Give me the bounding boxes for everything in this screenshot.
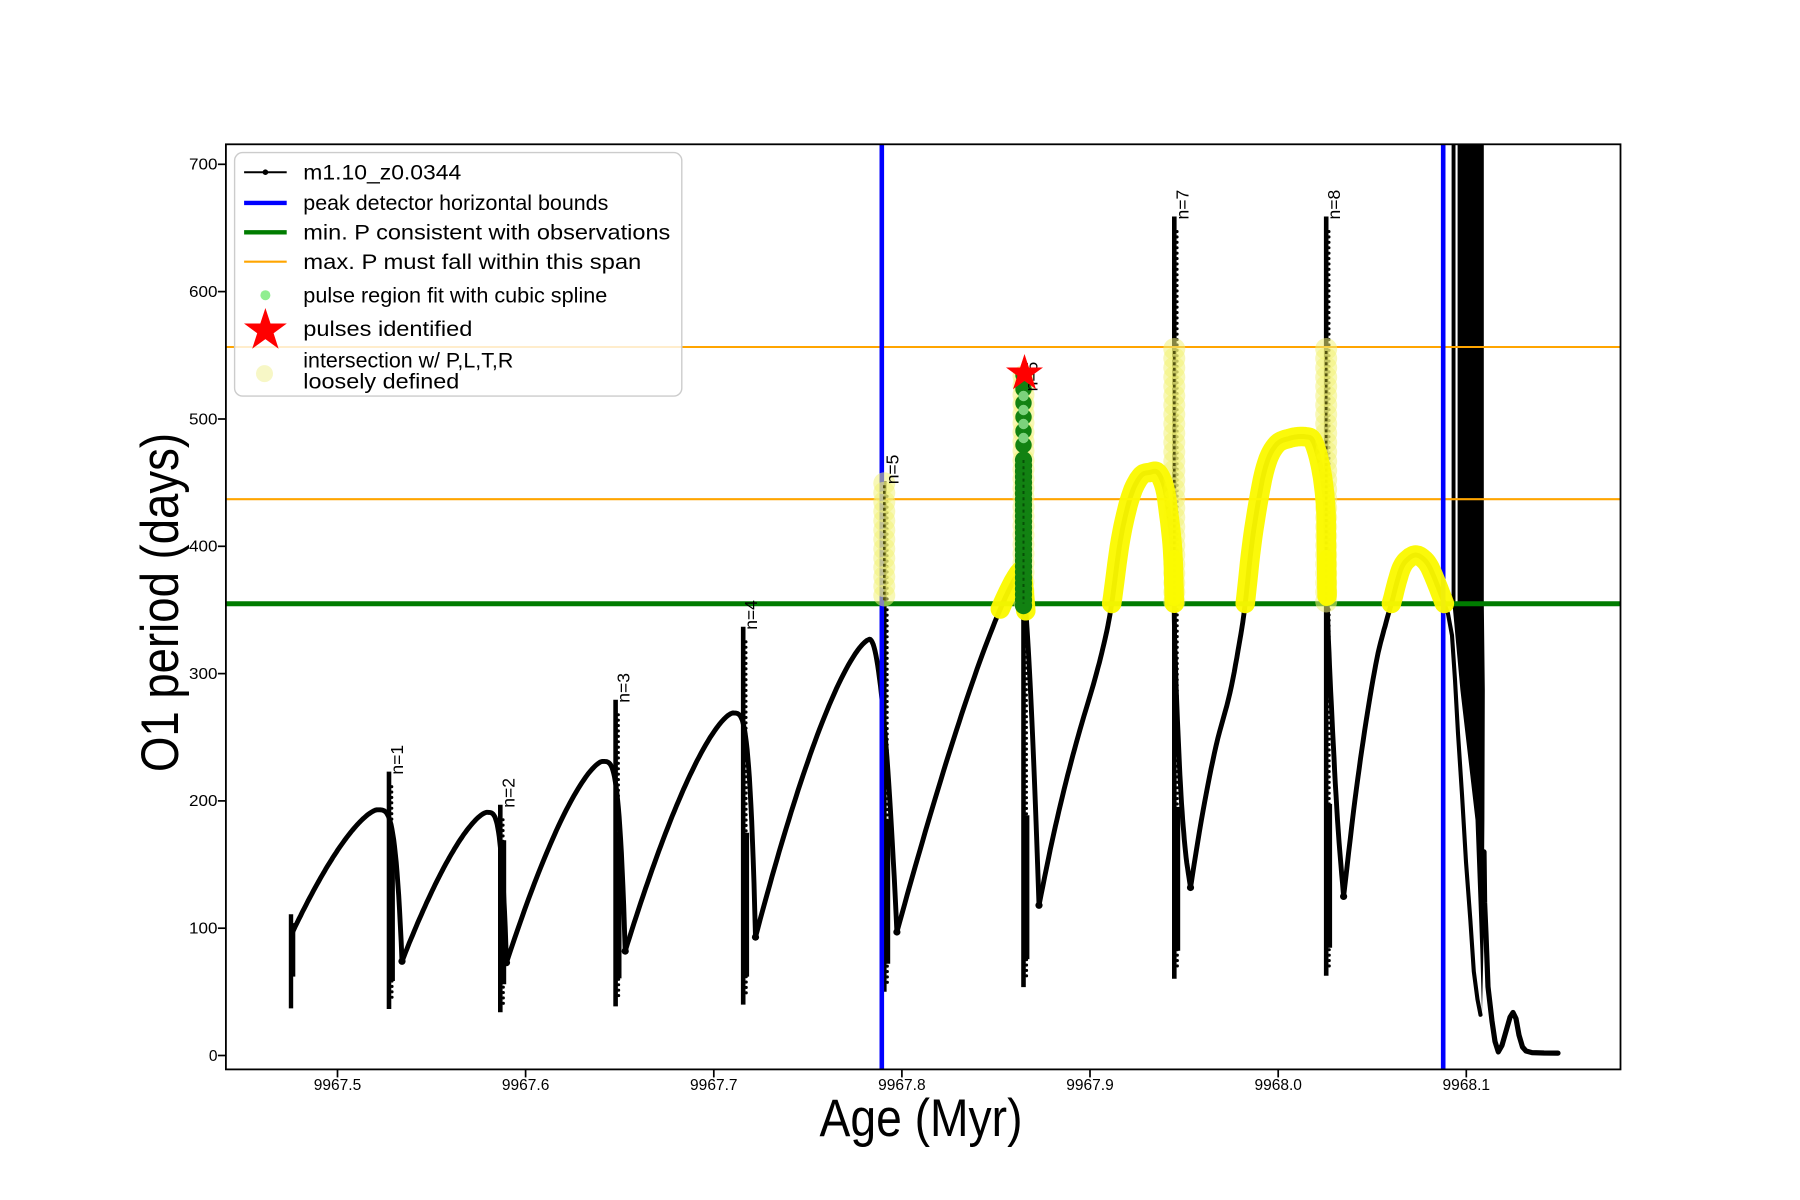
svg-text:9968.0: 9968.0 [1254,1077,1302,1094]
svg-text:400: 400 [189,539,218,556]
svg-text:600: 600 [189,284,218,301]
svg-text:intersection w/ P,L,T,R: intersection w/ P,L,T,R [303,348,513,372]
svg-text:n=5: n=5 [882,455,902,485]
svg-text:max. P must fall within this s: max. P must fall within this span [303,250,641,274]
svg-text:loosely defined: loosely defined [303,370,459,394]
svg-text:n=4: n=4 [741,600,761,630]
svg-text:500: 500 [189,411,218,428]
svg-text:9967.9: 9967.9 [1066,1077,1114,1094]
svg-text:9967.8: 9967.8 [878,1077,926,1094]
svg-text:m1.10_z0.0344: m1.10_z0.0344 [303,161,461,185]
svg-text:n=7: n=7 [1172,190,1192,220]
svg-text:peak detector horizontal bound: peak detector horizontal bounds [303,191,608,215]
svg-text:200: 200 [189,793,218,810]
svg-text:300: 300 [189,666,218,683]
svg-text:9968.1: 9968.1 [1443,1077,1491,1094]
svg-text:700: 700 [189,157,218,174]
svg-text:100: 100 [189,921,218,938]
svg-text:pulses identified: pulses identified [303,317,472,341]
svg-text:n=8: n=8 [1324,190,1344,220]
svg-text:n=3: n=3 [614,673,634,703]
svg-text:9967.6: 9967.6 [502,1077,550,1094]
svg-text:n=2: n=2 [498,778,518,808]
svg-text:Age (Myr): Age (Myr) [820,1089,1023,1148]
svg-text:0: 0 [209,1048,218,1065]
svg-text:9967.5: 9967.5 [314,1077,362,1094]
svg-text:min. P consistent with observa: min. P consistent with observations [303,221,670,245]
svg-text:O1 period (days): O1 period (days) [131,433,190,772]
svg-text:n=1: n=1 [387,745,407,775]
svg-text:9967.7: 9967.7 [690,1077,738,1094]
svg-text:pulse region fit with cubic sp: pulse region fit with cubic spline [303,284,607,308]
